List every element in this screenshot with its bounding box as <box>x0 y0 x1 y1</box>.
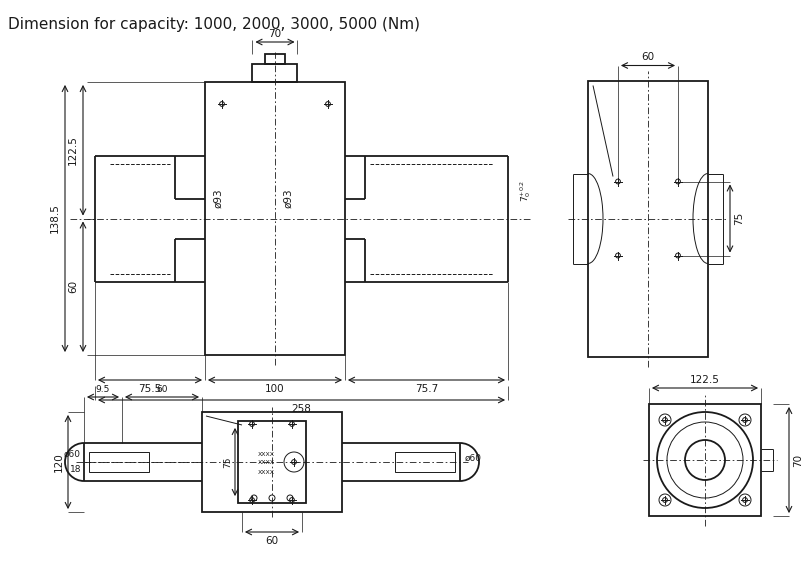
Text: 122.5: 122.5 <box>68 136 78 165</box>
Text: 60: 60 <box>156 385 168 394</box>
Bar <box>238 421 306 503</box>
Text: ø60: ø60 <box>64 450 81 459</box>
Bar <box>252 64 297 82</box>
Text: ø93: ø93 <box>283 189 293 208</box>
Text: 9.5: 9.5 <box>96 385 110 394</box>
Text: 60: 60 <box>265 536 278 546</box>
Text: ø60: ø60 <box>465 454 482 463</box>
Text: 75: 75 <box>733 212 743 225</box>
Bar <box>202 412 341 512</box>
Text: 7$^{+0.2}_{0}$: 7$^{+0.2}_{0}$ <box>517 179 532 202</box>
Text: 120: 120 <box>54 452 64 472</box>
Text: 122.5: 122.5 <box>689 375 719 385</box>
Text: 258: 258 <box>291 404 311 414</box>
Text: 70: 70 <box>268 29 281 39</box>
Text: 138.5: 138.5 <box>50 204 60 234</box>
Text: 70: 70 <box>792 454 802 467</box>
Text: XXXX: XXXX <box>258 451 275 456</box>
Text: 60: 60 <box>68 280 78 293</box>
Text: ø93: ø93 <box>212 189 223 208</box>
Text: XXXX: XXXX <box>258 469 275 475</box>
Text: XXXX: XXXX <box>258 460 275 466</box>
Text: 75: 75 <box>223 456 232 468</box>
Text: Dimension for capacity: 1000, 2000, 3000, 5000 (Nm): Dimension for capacity: 1000, 2000, 3000… <box>8 17 419 32</box>
Bar <box>204 82 345 355</box>
Bar <box>587 81 707 357</box>
Bar <box>394 452 454 472</box>
Text: 100: 100 <box>265 384 285 394</box>
Bar <box>648 404 760 516</box>
Text: 60: 60 <box>641 53 654 62</box>
Text: 75.7: 75.7 <box>414 384 438 394</box>
Bar <box>89 452 148 472</box>
Text: 18: 18 <box>70 466 81 475</box>
Bar <box>264 54 285 64</box>
Text: 75.5: 75.5 <box>138 384 161 394</box>
